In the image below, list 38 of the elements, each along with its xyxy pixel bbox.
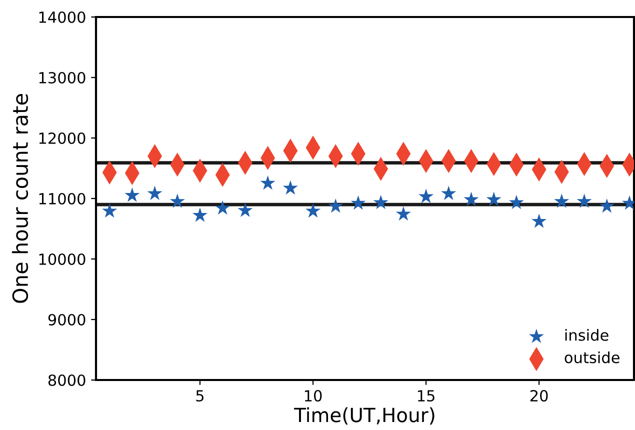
point xyxy=(124,188,140,202)
point xyxy=(260,175,276,190)
point xyxy=(464,192,479,206)
x-tick-label: 10 xyxy=(304,390,322,402)
point xyxy=(215,200,230,215)
point xyxy=(599,198,614,213)
y-tick-label: 8000 xyxy=(48,374,86,386)
point xyxy=(508,194,524,210)
point xyxy=(418,188,434,204)
point xyxy=(147,186,162,200)
y-tick-label: 14000 xyxy=(39,11,86,24)
point xyxy=(396,206,411,221)
point xyxy=(238,202,253,218)
point xyxy=(486,192,502,206)
point xyxy=(441,186,456,200)
x-tick-label: 20 xyxy=(530,390,548,402)
y-tick-label: 10000 xyxy=(39,253,86,266)
x-tick-label: 15 xyxy=(418,390,434,402)
y-tick-label: 11000 xyxy=(39,192,86,205)
point xyxy=(350,195,366,210)
y-axis-title: One hour count rate xyxy=(12,94,28,303)
legend-label: inside xyxy=(565,329,608,341)
point xyxy=(576,194,592,208)
point xyxy=(102,203,118,218)
point xyxy=(328,198,344,213)
y-tick-label: 9000 xyxy=(48,314,86,326)
point xyxy=(305,203,321,218)
y-tick-label: 13000 xyxy=(39,72,86,84)
point xyxy=(282,180,298,195)
x-axis-title: Time(UT,Hour) xyxy=(294,407,434,425)
legend-label: outside xyxy=(564,351,620,364)
point xyxy=(532,214,547,228)
point xyxy=(170,194,185,208)
point xyxy=(373,194,388,210)
y-tick-label: 12000 xyxy=(39,132,86,144)
point xyxy=(192,208,208,222)
x-tick-label: 5 xyxy=(196,390,204,402)
point xyxy=(554,194,570,208)
